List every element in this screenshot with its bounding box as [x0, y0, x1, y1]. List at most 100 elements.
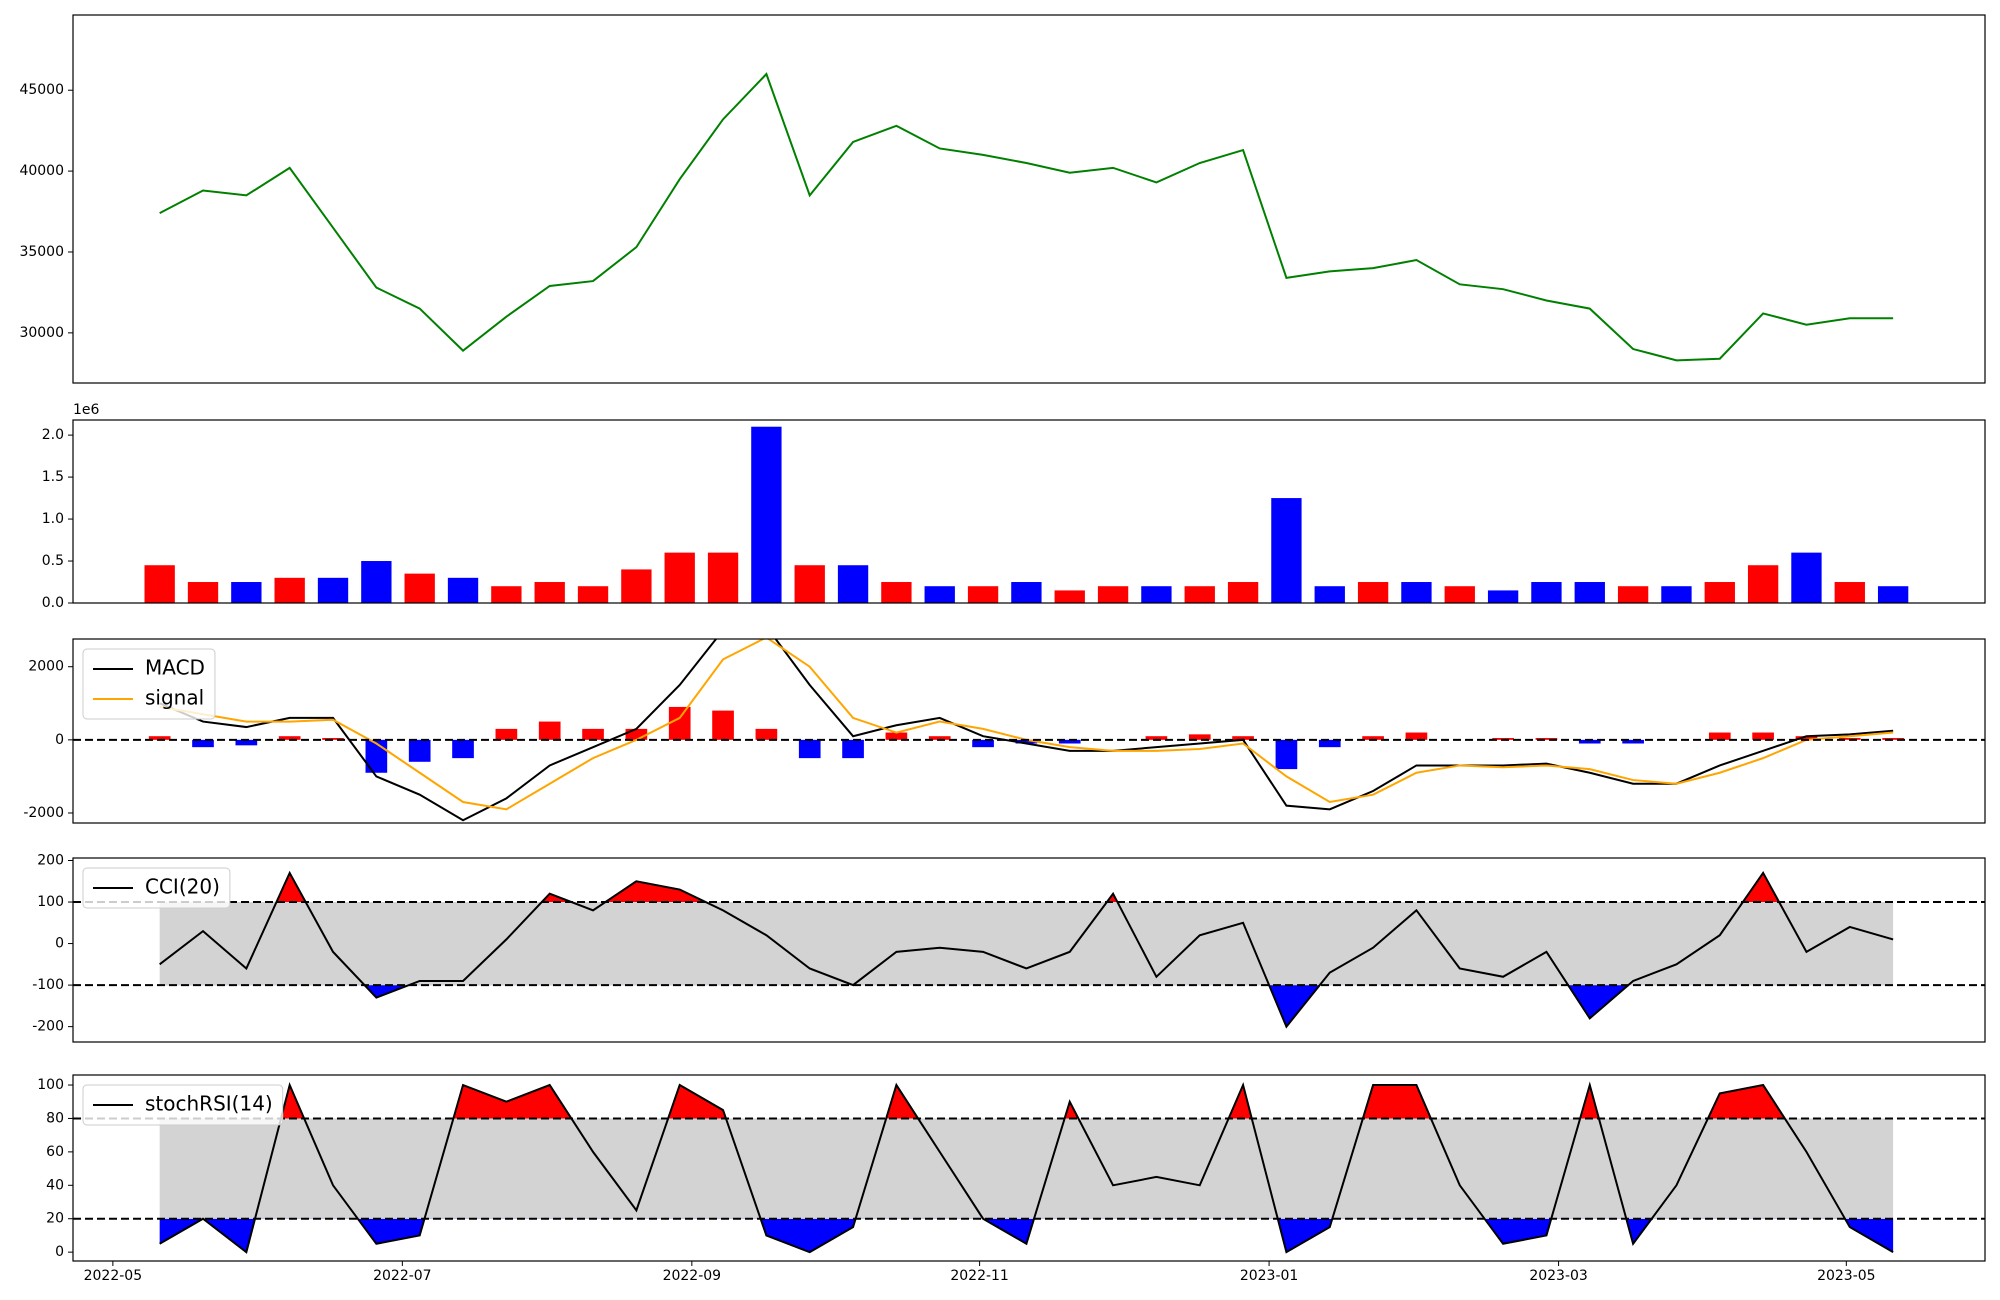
bar	[317, 577, 349, 603]
bar	[1578, 739, 1601, 744]
bar	[274, 577, 305, 603]
bar	[967, 586, 999, 603]
line	[159, 870, 1894, 1029]
axes-frame	[72, 1074, 1986, 1262]
x-tick-label: 2022-11	[950, 1268, 1009, 1284]
bar	[1401, 582, 1432, 603]
legend-label: signal	[145, 686, 204, 710]
bar	[278, 736, 301, 740]
offset-label: 1e6	[73, 402, 100, 418]
y-tick-label: 1.5	[42, 469, 64, 485]
x-tick-label: 2023-05	[1817, 1268, 1876, 1284]
bar	[1747, 565, 1779, 603]
bar	[1708, 732, 1731, 740]
y-tick-label: 40	[46, 1177, 64, 1193]
axes-frame	[72, 638, 1986, 824]
bar	[1661, 586, 1692, 603]
bar	[1791, 552, 1822, 603]
bar	[1405, 732, 1428, 740]
bar	[881, 582, 912, 603]
bar	[148, 736, 171, 740]
bar	[664, 552, 695, 603]
plot-area	[144, 426, 1909, 603]
bar	[582, 728, 604, 740]
axes-frame	[72, 14, 1986, 384]
bar	[1015, 739, 1038, 744]
axes-frame	[72, 419, 1986, 604]
bar	[1097, 586, 1129, 603]
bar	[495, 728, 518, 740]
bar	[1275, 739, 1298, 770]
bar	[1227, 582, 1259, 603]
bar	[798, 739, 821, 759]
bar	[1834, 582, 1865, 603]
bar	[842, 739, 864, 759]
bar	[755, 728, 778, 740]
y-tick-label: 40000	[19, 163, 64, 179]
plot-area	[159, 870, 1894, 1029]
bar	[1752, 732, 1774, 740]
bar	[972, 739, 994, 748]
legend-box	[82, 648, 216, 720]
legend-label: stochRSI(14)	[145, 1092, 273, 1116]
bar	[447, 577, 479, 603]
bar	[751, 426, 782, 603]
plot-area	[159, 1081, 1894, 1254]
y-tick-label: -100	[32, 977, 64, 993]
bar	[192, 739, 214, 748]
bar	[1617, 586, 1649, 603]
y-tick-label: 100	[37, 894, 64, 910]
y-tick-label: 80	[46, 1110, 64, 1126]
bar	[625, 728, 648, 740]
plot-area	[159, 72, 1894, 362]
neutral-band	[159, 902, 1894, 986]
bar	[885, 732, 908, 740]
y-tick-label: 30000	[19, 325, 64, 341]
y-tick-label: 0	[55, 936, 64, 952]
bar	[1188, 734, 1211, 740]
bar	[361, 561, 392, 603]
bar	[1704, 582, 1735, 603]
y-tick-label: 0.0	[42, 595, 64, 611]
bar	[1054, 590, 1085, 603]
bar	[1357, 582, 1389, 603]
bar	[707, 552, 739, 603]
bar	[144, 565, 175, 603]
bar	[1145, 736, 1168, 740]
bar	[1882, 738, 1904, 740]
bar	[1535, 738, 1558, 740]
legend-label: CCI(20)	[145, 875, 220, 899]
oversold-fill	[159, 1218, 1894, 1253]
bar	[794, 565, 825, 603]
bar	[491, 586, 522, 603]
bar	[1531, 582, 1562, 603]
bar	[712, 710, 734, 740]
bar	[538, 721, 561, 740]
bar	[1487, 590, 1519, 603]
bar	[1314, 586, 1345, 603]
y-tick-label: 2.0	[42, 427, 64, 443]
bar	[1184, 586, 1215, 603]
y-tick-label: 45000	[19, 82, 64, 98]
bar	[1362, 736, 1384, 740]
bar	[621, 569, 652, 603]
bar	[1232, 736, 1254, 740]
bar	[231, 582, 262, 603]
line	[159, 72, 1894, 362]
line	[159, 1081, 1894, 1254]
bar	[1318, 739, 1341, 748]
y-tick-label: 2000	[28, 659, 64, 675]
bar	[404, 573, 435, 603]
y-tick-label: 20	[46, 1211, 64, 1227]
bar	[322, 738, 344, 740]
x-tick-label: 2022-09	[663, 1268, 722, 1284]
x-tick-label: 2022-05	[84, 1268, 143, 1284]
x-tick-label: 2023-01	[1240, 1268, 1299, 1284]
bar	[187, 582, 219, 603]
neutral-band	[159, 1118, 1894, 1219]
bar	[668, 706, 691, 740]
y-tick-label: 0.5	[42, 553, 64, 569]
legend-label: MACD	[145, 656, 205, 680]
bar	[1141, 586, 1172, 603]
